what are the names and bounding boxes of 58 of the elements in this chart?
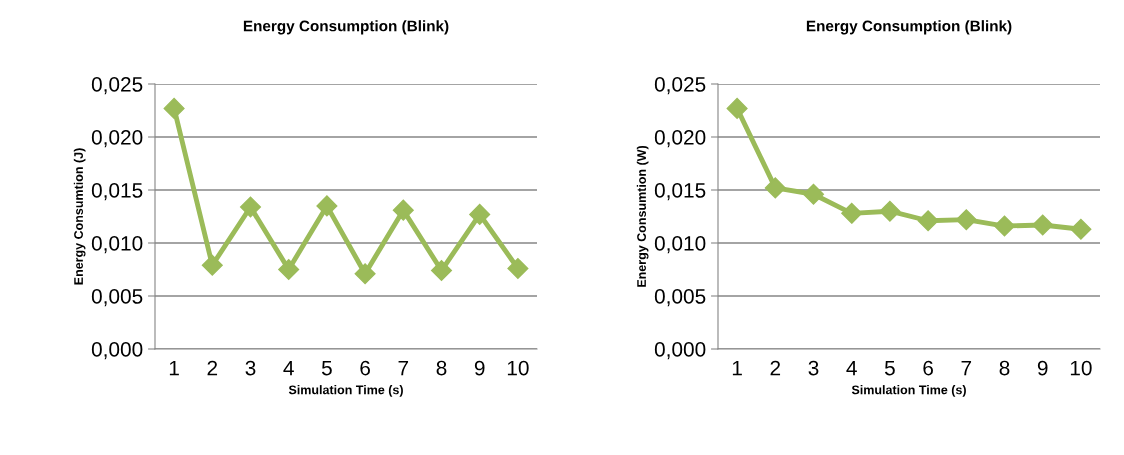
y-tick-label: 0,020 <box>654 130 706 148</box>
x-tick-label: 7 <box>398 360 409 376</box>
point <box>354 263 376 285</box>
y-tick-label: 0,015 <box>654 183 706 201</box>
x-tick-label: 6 <box>360 360 370 376</box>
x-tick-label: 9 <box>1037 360 1048 376</box>
x-tick-label: 4 <box>283 360 294 376</box>
chart-title: Energy Consumption (Blink) <box>243 20 449 35</box>
x-tick-label: 7 <box>961 360 972 376</box>
y-tick-label: 0,000 <box>654 342 706 360</box>
x-tick-label: 5 <box>321 360 332 376</box>
x-tick-label: 8 <box>436 360 447 376</box>
x-tick-label: 10 <box>507 360 529 376</box>
point <box>469 203 491 225</box>
x-tick-label: 10 <box>1070 360 1092 376</box>
point <box>802 183 825 205</box>
y-axis-title: Energy Consumtion (W) <box>636 145 649 287</box>
x-axis-title: Simulation Time (s) <box>288 385 403 397</box>
x-tick-label: 9 <box>474 360 485 376</box>
point <box>1032 214 1054 236</box>
point <box>239 196 262 218</box>
y-tick-label: 0,005 <box>91 289 143 307</box>
point <box>430 260 453 282</box>
y-tick-label: 0,005 <box>654 289 706 307</box>
x-tick-label: 5 <box>884 360 895 376</box>
point <box>726 97 748 119</box>
y-tick-label: 0,010 <box>654 236 706 254</box>
y-tick-label: 0,000 <box>91 342 143 360</box>
y-tick-label: 0,015 <box>91 183 143 201</box>
x-tick-label: 3 <box>245 360 256 376</box>
point <box>955 209 977 231</box>
x-tick-label: 3 <box>808 360 819 376</box>
x-tick-label: 1 <box>732 360 742 376</box>
chart-title: Energy Consumption (Blink) <box>806 20 1012 35</box>
x-tick-label: 2 <box>770 360 781 376</box>
y-tick-label: 0,020 <box>91 130 143 148</box>
x-tick-label: 8 <box>999 360 1010 376</box>
point <box>316 195 338 217</box>
point <box>392 199 414 221</box>
point <box>201 254 223 276</box>
x-tick-label: 4 <box>846 360 857 376</box>
point <box>163 97 185 119</box>
point <box>993 215 1016 237</box>
point <box>917 210 939 232</box>
y-tick-label: 0,025 <box>91 77 143 95</box>
point <box>278 258 300 281</box>
point <box>841 202 863 224</box>
x-tick-label: 1 <box>169 360 179 376</box>
y-axis-title: Energy Consumtion (J) <box>73 148 86 285</box>
x-axis-title: Simulation Time (s) <box>851 385 966 397</box>
y-tick-label: 0,025 <box>654 77 706 95</box>
point <box>507 257 529 279</box>
x-tick-label: 6 <box>923 360 933 376</box>
y-tick-label: 0,010 <box>91 236 143 254</box>
point <box>879 200 901 222</box>
x-tick-label: 2 <box>207 360 218 376</box>
point <box>764 177 786 199</box>
point <box>1070 218 1092 240</box>
